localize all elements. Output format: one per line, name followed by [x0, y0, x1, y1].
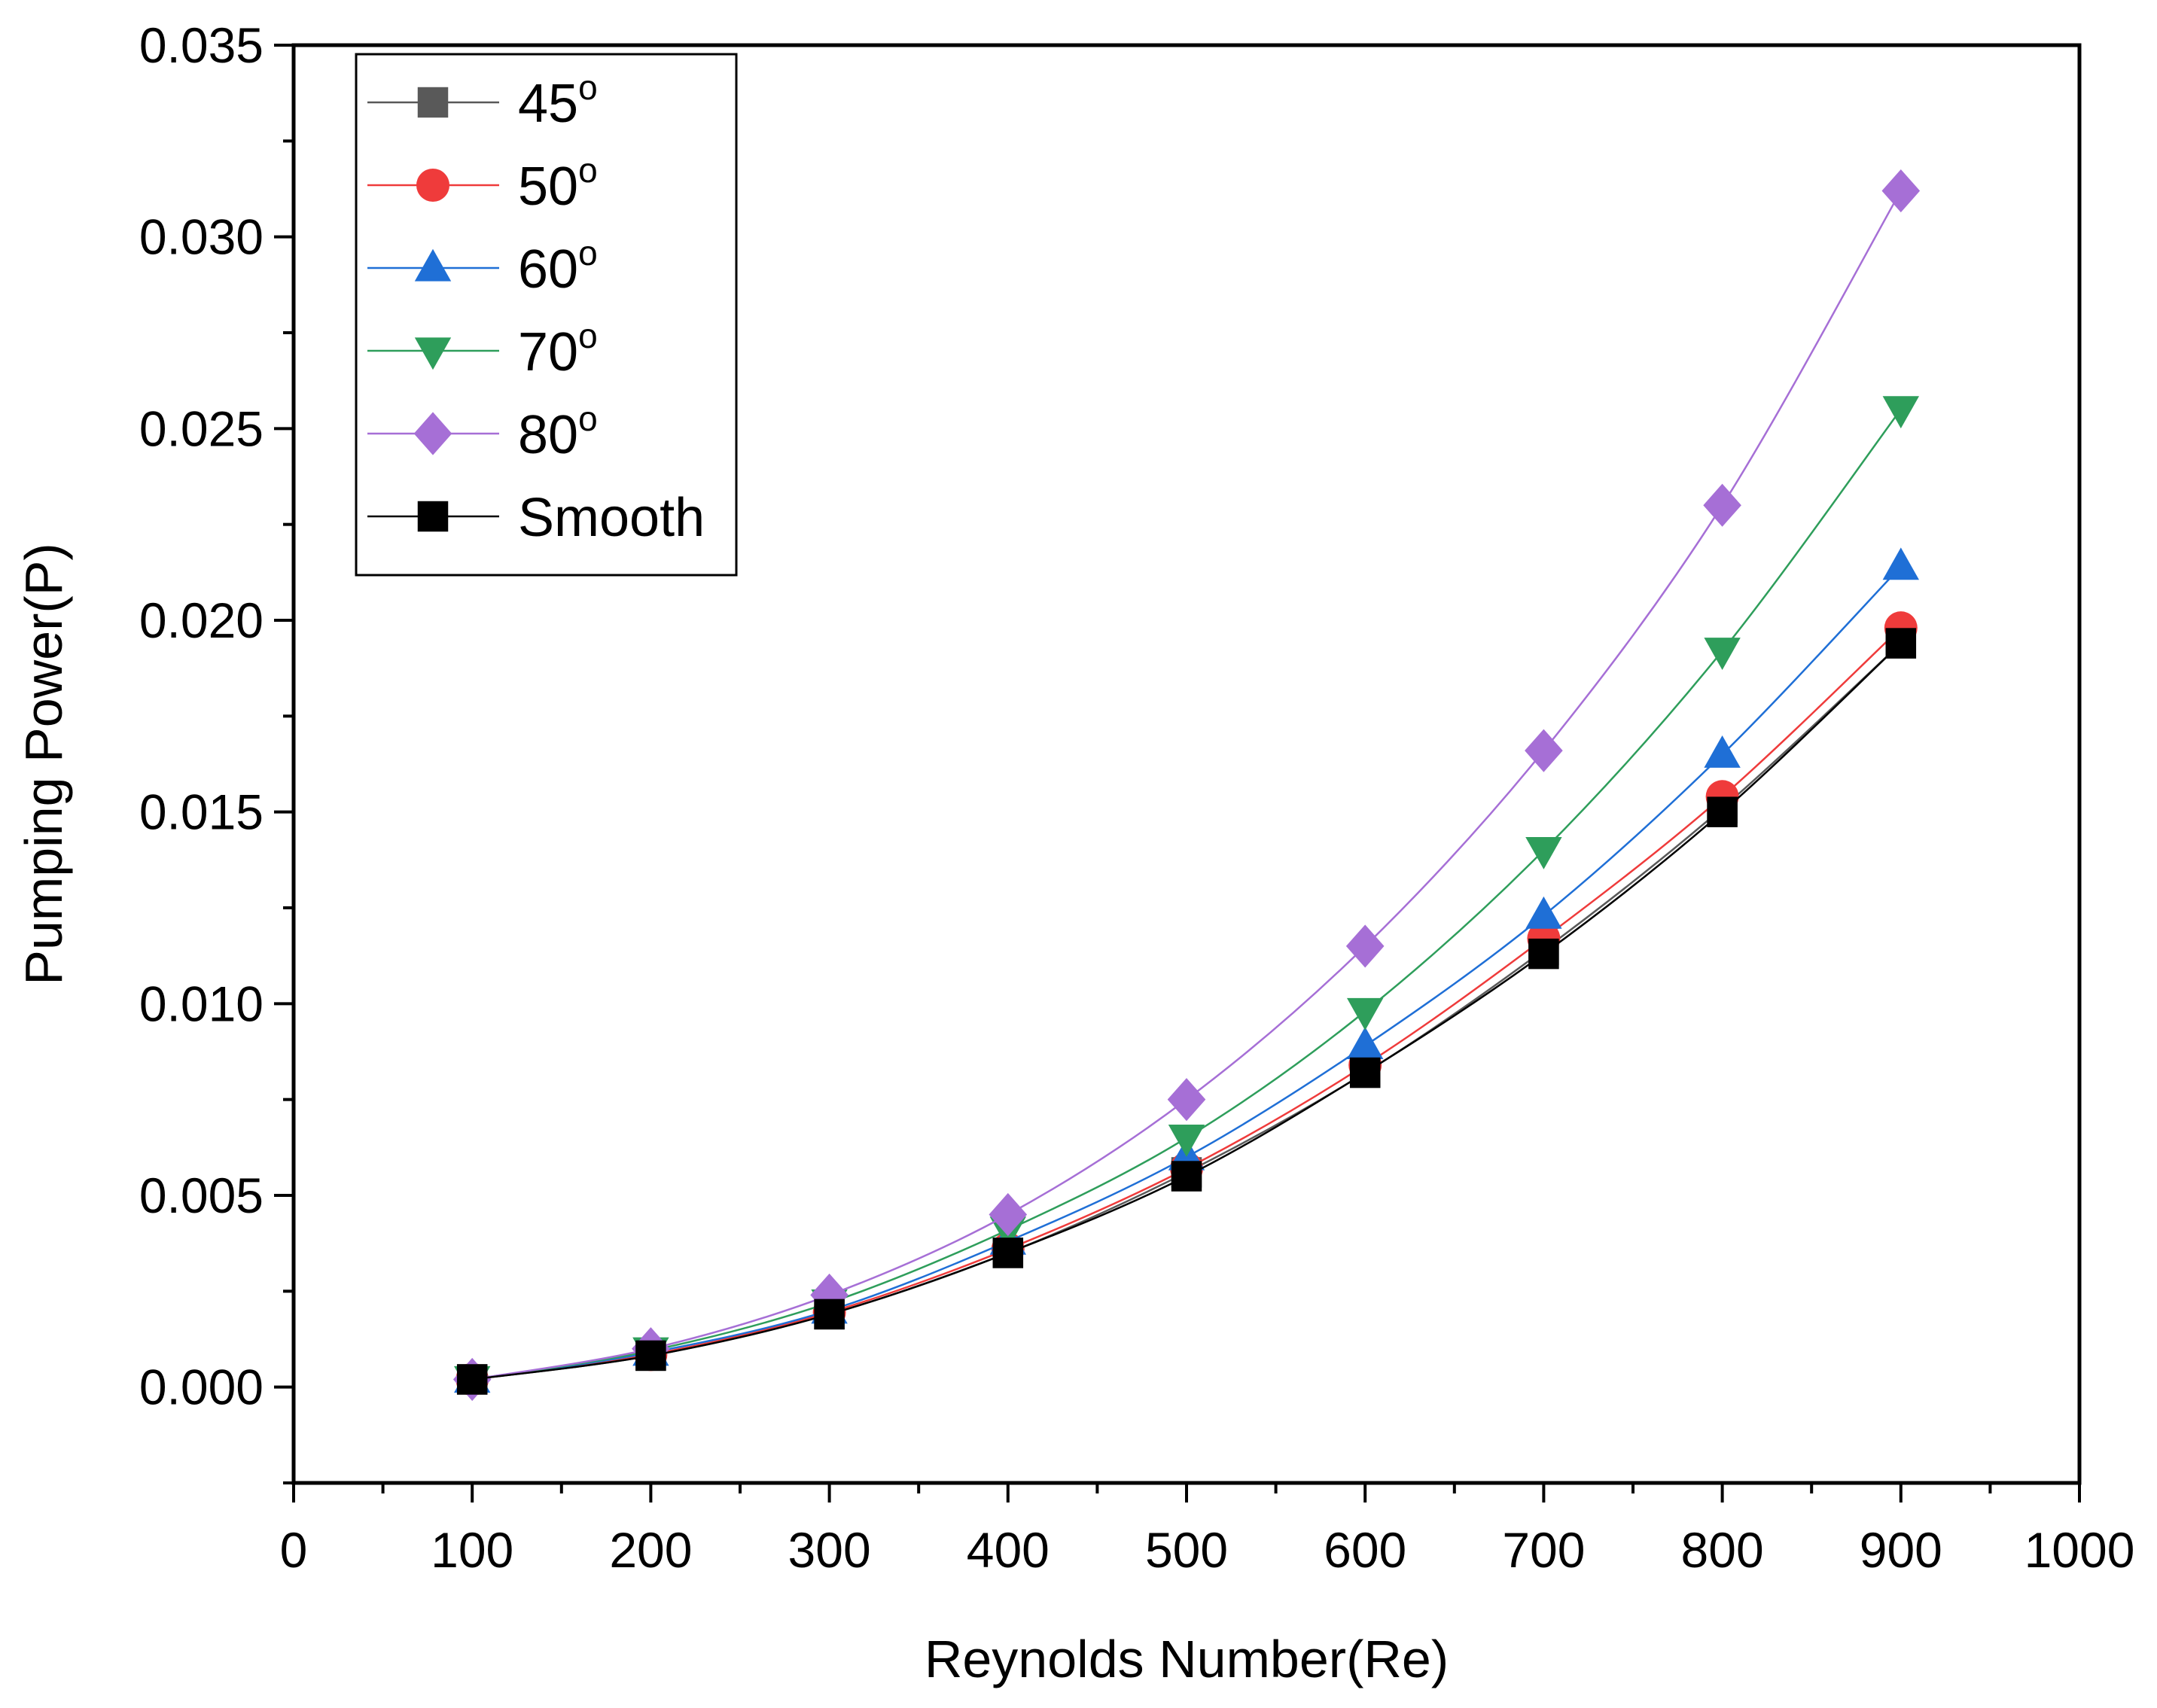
legend-label-superscript: o	[578, 399, 598, 438]
x-tick-label: 800	[1681, 1522, 1764, 1578]
y-tick-label: 0.025	[139, 400, 264, 456]
x-tick-label: 600	[1324, 1522, 1406, 1578]
data-point	[814, 1299, 845, 1330]
legend-marker	[416, 169, 449, 202]
legend-marker	[417, 87, 449, 118]
y-tick-label: 0.010	[139, 976, 264, 1031]
axes: 0 100 200 300 400 500 600 700 800 900 1000 0.000 0.0…	[139, 17, 2135, 1578]
data-point	[1525, 837, 1562, 869]
series-line	[472, 409, 1902, 1381]
data-point	[1704, 638, 1741, 671]
data-point	[1345, 924, 1385, 968]
data-point	[456, 1364, 488, 1395]
series-smooth	[456, 628, 1917, 1395]
x-tick-label: 400	[967, 1522, 1050, 1578]
data-point	[1349, 1057, 1381, 1088]
data-point	[1882, 396, 1919, 429]
data-point	[1882, 547, 1919, 580]
x-tick-label: 100	[431, 1522, 513, 1578]
y-axis-title: Pumping Power(P)	[14, 543, 73, 985]
data-point	[1347, 997, 1384, 1031]
x-tick-label: 300	[788, 1522, 871, 1578]
data-point	[1347, 1027, 1384, 1059]
legend-label-superscript: o	[578, 316, 598, 355]
x-tick-label: 0	[280, 1522, 308, 1578]
data-point	[1168, 1125, 1205, 1157]
legend-marker	[414, 337, 452, 370]
data-point	[1525, 729, 1563, 772]
legend-label: Smooth	[518, 488, 705, 548]
legend-marker	[417, 501, 449, 532]
data-point	[1167, 1078, 1206, 1122]
x-tick-label: 700	[1502, 1522, 1585, 1578]
series-line	[471, 190, 1902, 1381]
legend-box	[355, 53, 738, 577]
data-point	[989, 1192, 1028, 1237]
data-point	[992, 1238, 1024, 1268]
data-point	[1885, 628, 1917, 659]
y-tick-label: 0.020	[139, 592, 264, 648]
data-point	[1703, 483, 1741, 527]
legend-marker	[413, 412, 452, 455]
x-tick-label: 900	[1860, 1522, 1942, 1578]
x-axis-title: Reynolds Number(Re)	[925, 1630, 1449, 1688]
data-point	[1525, 896, 1562, 929]
y-tick-label: 0.015	[139, 784, 264, 840]
data-point	[635, 1340, 666, 1372]
data-point	[1528, 938, 1559, 970]
legend-entry: Smooth	[367, 488, 705, 548]
series-line	[472, 627, 1902, 1381]
data-point	[1707, 796, 1738, 827]
data-point	[1881, 169, 1921, 213]
y-tick-label: 0.000	[139, 1359, 264, 1415]
series-line	[472, 642, 1902, 1381]
x-tick-label: 500	[1145, 1522, 1228, 1578]
data-point	[1171, 1161, 1202, 1192]
series-layer	[452, 169, 1921, 1402]
series-line	[472, 565, 1902, 1381]
legend-label-superscript: o	[578, 68, 598, 107]
legend-label-superscript: o	[578, 233, 598, 272]
x-tick-label: 200	[609, 1522, 692, 1578]
y-tick-label: 0.030	[139, 209, 264, 265]
x-tick-label: 1000	[2024, 1522, 2135, 1578]
legend-label-superscript: o	[578, 151, 598, 190]
y-tick-label: 0.005	[139, 1168, 264, 1223]
y-tick-label: 0.035	[139, 17, 264, 73]
legend-marker	[414, 248, 452, 282]
data-point	[1704, 735, 1741, 768]
